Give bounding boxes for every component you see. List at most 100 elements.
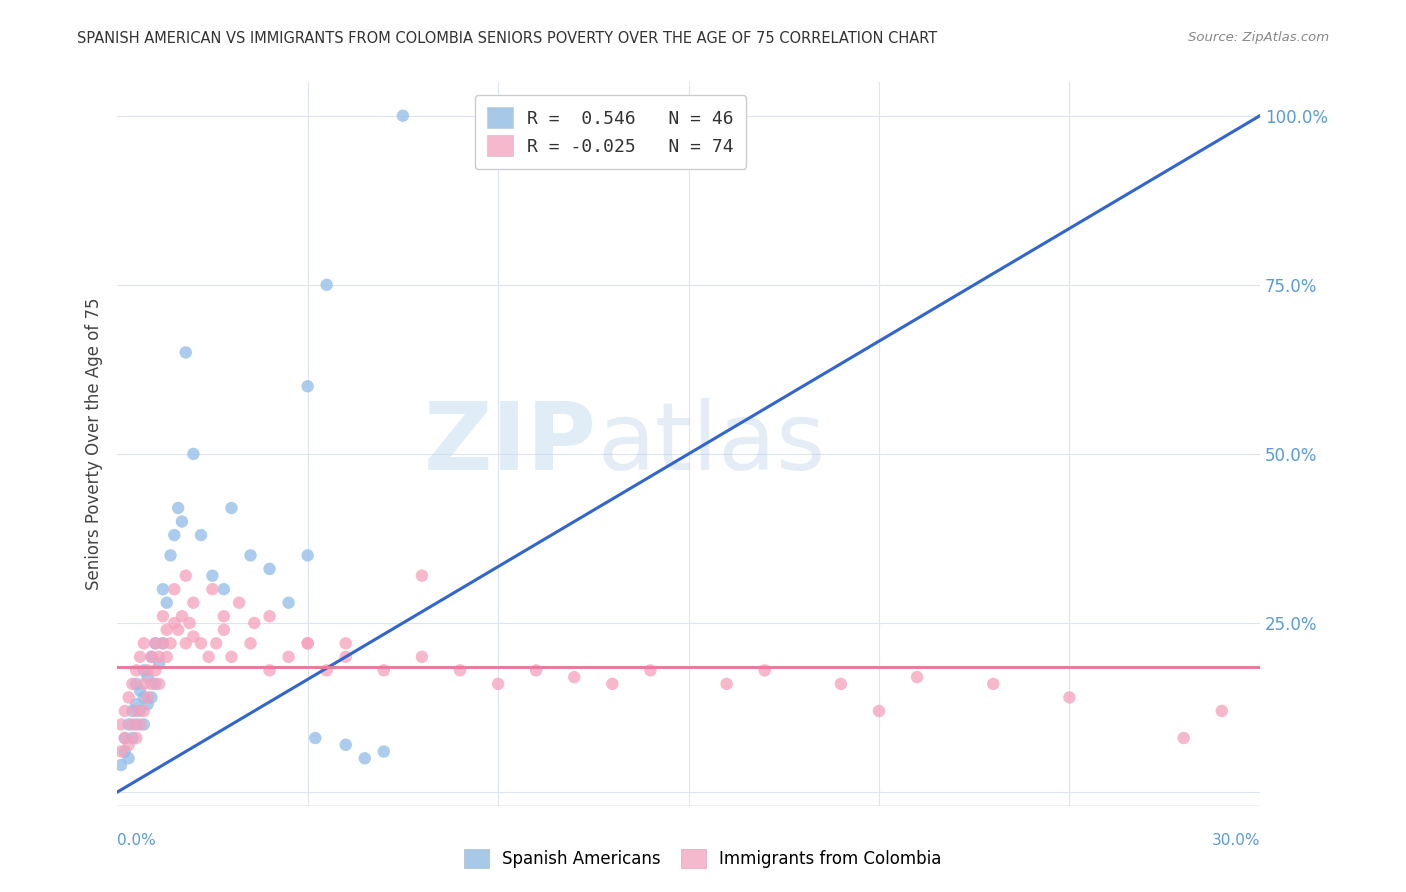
Point [905,670,928,684]
Text: ZIP: ZIP [425,398,598,490]
Point [132,664,155,678]
Point [117,717,139,731]
Point [136,670,159,684]
Point [228,596,250,610]
Point [201,568,224,582]
Point [1173,731,1195,745]
Point [136,690,159,705]
Point [174,568,197,582]
Point [129,717,152,731]
Point [152,609,174,624]
Point [132,690,155,705]
Point [183,447,205,461]
Point [141,649,163,664]
Point [411,649,433,664]
Point [132,677,155,691]
Point [129,683,152,698]
Point [110,717,132,731]
Point [132,717,155,731]
Point [143,636,166,650]
Point [114,745,136,759]
Point [868,704,890,718]
Point [141,677,163,691]
Legend: R =  0.546   N = 46, R = -0.025   N = 74: R = 0.546 N = 46, R = -0.025 N = 74 [475,95,747,169]
Point [132,636,155,650]
Point [117,690,139,705]
Point [114,704,136,718]
Point [277,596,299,610]
Point [125,704,148,718]
Point [239,636,262,650]
Point [212,582,235,597]
Point [754,664,776,678]
Point [392,109,415,123]
Text: atlas: atlas [598,398,825,490]
Point [132,704,155,718]
Point [640,664,662,678]
Point [297,636,319,650]
Point [117,738,139,752]
Point [143,636,166,650]
Point [335,636,357,650]
Point [163,528,186,542]
Point [449,664,471,678]
Point [159,549,181,563]
Point [159,636,181,650]
Point [183,596,205,610]
Point [259,664,281,678]
Text: Source: ZipAtlas.com: Source: ZipAtlas.com [1188,31,1329,45]
Text: SPANISH AMERICAN VS IMMIGRANTS FROM COLOMBIA SENIORS POVERTY OVER THE AGE OF 75 : SPANISH AMERICAN VS IMMIGRANTS FROM COLO… [77,31,938,46]
Point [335,649,357,664]
Point [221,501,243,516]
Point [170,515,193,529]
Point [136,697,159,711]
Point [981,677,1004,691]
Point [335,738,357,752]
Point [174,345,197,359]
Point [277,649,299,664]
Point [156,649,179,664]
Point [297,636,319,650]
Y-axis label: Seniors Poverty Over the Age of 75: Seniors Poverty Over the Age of 75 [86,298,103,590]
Text: 30.0%: 30.0% [1212,833,1260,847]
Point [716,677,738,691]
Point [1059,690,1081,705]
Point [259,609,281,624]
Point [156,596,179,610]
Point [602,677,624,691]
Point [373,664,395,678]
Point [141,649,163,664]
Point [830,677,852,691]
Point [183,630,205,644]
Point [110,745,132,759]
Point [121,717,143,731]
Point [179,615,201,630]
Point [212,609,235,624]
Point [411,568,433,582]
Point [190,528,212,542]
Point [163,582,186,597]
Point [163,615,186,630]
Point [152,636,174,650]
Point [125,731,148,745]
Point [152,636,174,650]
Point [148,677,170,691]
Point [129,649,152,664]
Point [486,677,509,691]
Point [143,677,166,691]
Point [197,649,219,664]
Point [121,677,143,691]
Point [117,751,139,765]
Point [315,664,337,678]
Point [1211,704,1233,718]
Point [125,697,148,711]
Point [221,649,243,664]
Point [212,623,235,637]
Point [243,615,266,630]
Point [205,636,228,650]
Point [148,657,170,671]
Point [125,677,148,691]
Point [121,731,143,745]
Point [297,379,319,393]
Point [167,623,190,637]
